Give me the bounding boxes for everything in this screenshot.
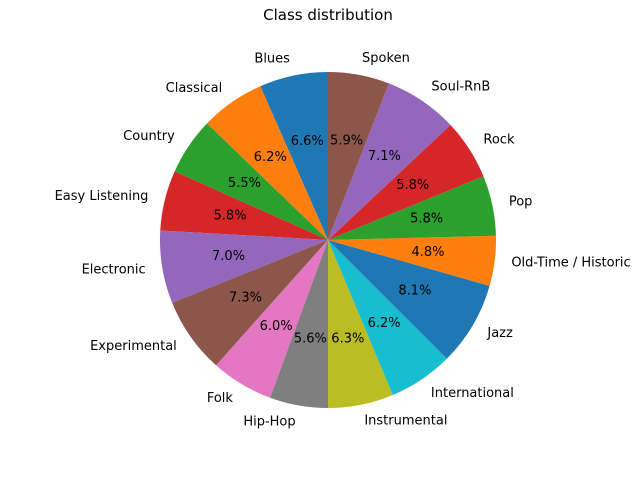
value-label-hip-hop: 5.6% bbox=[294, 332, 327, 347]
slice-folk bbox=[216, 240, 328, 398]
slice-spoken bbox=[328, 72, 389, 240]
value-label-jazz: 8.1% bbox=[398, 284, 431, 299]
value-label-spoken: 5.9% bbox=[330, 133, 363, 148]
slice-experimental bbox=[172, 240, 328, 366]
value-label-old-time-historic: 4.8% bbox=[411, 245, 444, 260]
slice-international bbox=[328, 240, 447, 396]
label-folk: Folk bbox=[207, 391, 234, 406]
slice-blues bbox=[260, 72, 328, 240]
value-label-country: 5.5% bbox=[228, 176, 261, 191]
label-old-time-historic: Old-Time / Historic bbox=[511, 256, 630, 271]
label-international: International bbox=[431, 386, 514, 401]
label-hip-hop: Hip-Hop bbox=[243, 414, 295, 429]
value-label-international: 6.2% bbox=[368, 316, 401, 331]
label-easy-listening: Easy Listening bbox=[55, 189, 149, 204]
value-label-folk: 6.0% bbox=[260, 319, 293, 334]
label-soul-rnb: Soul-RnB bbox=[431, 79, 490, 94]
value-label-experimental: 7.3% bbox=[229, 290, 262, 305]
slice-electronic bbox=[160, 230, 328, 303]
value-label-easy-listening: 5.8% bbox=[214, 209, 247, 224]
label-jazz: Jazz bbox=[486, 326, 513, 341]
value-label-electronic: 7.0% bbox=[212, 249, 245, 264]
chart-title: Class distribution bbox=[263, 6, 393, 24]
pie-slices bbox=[160, 72, 496, 408]
slice-instrumental bbox=[328, 240, 393, 408]
slice-jazz bbox=[328, 240, 490, 359]
value-label-soul-rnb: 7.1% bbox=[368, 149, 401, 164]
slice-classical bbox=[206, 86, 328, 240]
slice-old-time-historic bbox=[328, 235, 496, 286]
label-rock: Rock bbox=[483, 133, 515, 148]
value-label-instrumental: 6.3% bbox=[331, 331, 364, 346]
label-country: Country bbox=[123, 129, 175, 144]
label-instrumental: Instrumental bbox=[364, 414, 447, 429]
slice-rock bbox=[328, 124, 484, 240]
slice-soul-rnb bbox=[328, 83, 451, 241]
value-label-pop: 5.8% bbox=[410, 212, 443, 227]
label-pop: Pop bbox=[509, 194, 533, 209]
pie-labels: Blues 6.6% Classical 6.2% Country 5.5% Easy Li… bbox=[55, 51, 631, 430]
slice-country bbox=[174, 123, 328, 240]
label-classical: Classical bbox=[166, 81, 223, 96]
value-label-classical: 6.2% bbox=[254, 150, 287, 165]
value-label-rock: 5.8% bbox=[396, 178, 429, 193]
value-label-blues: 6.6% bbox=[291, 134, 324, 149]
label-experimental: Experimental bbox=[90, 339, 177, 354]
label-spoken: Spoken bbox=[362, 51, 410, 66]
slice-easy-listening bbox=[160, 171, 328, 240]
label-blues: Blues bbox=[254, 52, 290, 67]
slice-pop bbox=[328, 176, 496, 240]
label-electronic: Electronic bbox=[82, 263, 146, 278]
slice-hip-hop bbox=[270, 240, 328, 408]
